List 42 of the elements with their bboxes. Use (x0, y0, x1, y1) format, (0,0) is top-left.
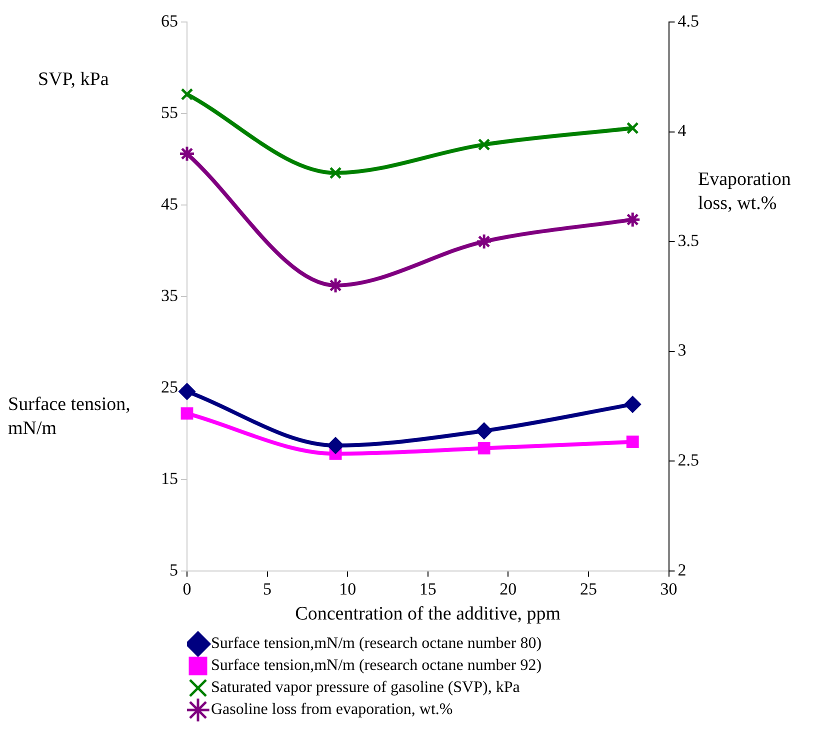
point (178, 145, 196, 162)
x-tick-label: 30 (660, 579, 678, 598)
point (327, 437, 344, 454)
x-tick-label: 5 (263, 579, 272, 598)
text: SVP, kPa (38, 68, 109, 92)
point (624, 211, 641, 228)
y-tick-label: 5 (170, 560, 178, 580)
point (178, 383, 196, 400)
y2-tick-label: 3 (678, 340, 686, 360)
point (180, 88, 194, 100)
x-tick-label: 15 (419, 579, 436, 598)
y-tick-label: 25 (161, 377, 178, 396)
y2-tick-label: 2 (678, 560, 686, 580)
x-tick-label: 0 (182, 579, 192, 598)
y-tick-label: 35 (161, 286, 178, 305)
point (476, 233, 492, 250)
legend-label: Saturated vapor pressure of gasoline (SVP), kPa (211, 679, 520, 696)
legend-label: Surface tension,mN/m (research octane number 92) (211, 657, 542, 674)
y-tick-label: 15 (161, 468, 178, 488)
y-axis-title: Surface tension, mN/m (8, 393, 132, 441)
y2-tick-label: 4.5 (678, 11, 699, 30)
x-tick-label: 10 (339, 579, 356, 598)
y-tick-label: 45 (161, 194, 178, 214)
y2-axis-title: Evaporation loss, wt.% (698, 168, 792, 216)
y2-tick-label: 3.5 (678, 230, 699, 250)
x-tick-label: 25 (580, 579, 597, 598)
point (624, 396, 641, 413)
point (478, 138, 490, 151)
point (478, 442, 490, 454)
y2-tick-label: 2.5 (678, 450, 699, 470)
legend-label: Surface tension,mN/m (research octane number 80) (211, 635, 542, 652)
y-tick-label: 55 (161, 102, 178, 122)
y2-tick-label: 4 (678, 121, 687, 140)
point (329, 166, 342, 180)
point (626, 436, 639, 448)
legend-label: Gasoline loss from evaporation, wt.% (211, 701, 453, 718)
point (626, 122, 639, 134)
point (476, 422, 492, 440)
point (180, 407, 194, 420)
y-tick-label: 65 (161, 11, 178, 30)
x-tick-label: 20 (500, 579, 517, 598)
x-axis-title: Concentration of the additive, ppm (295, 604, 561, 625)
